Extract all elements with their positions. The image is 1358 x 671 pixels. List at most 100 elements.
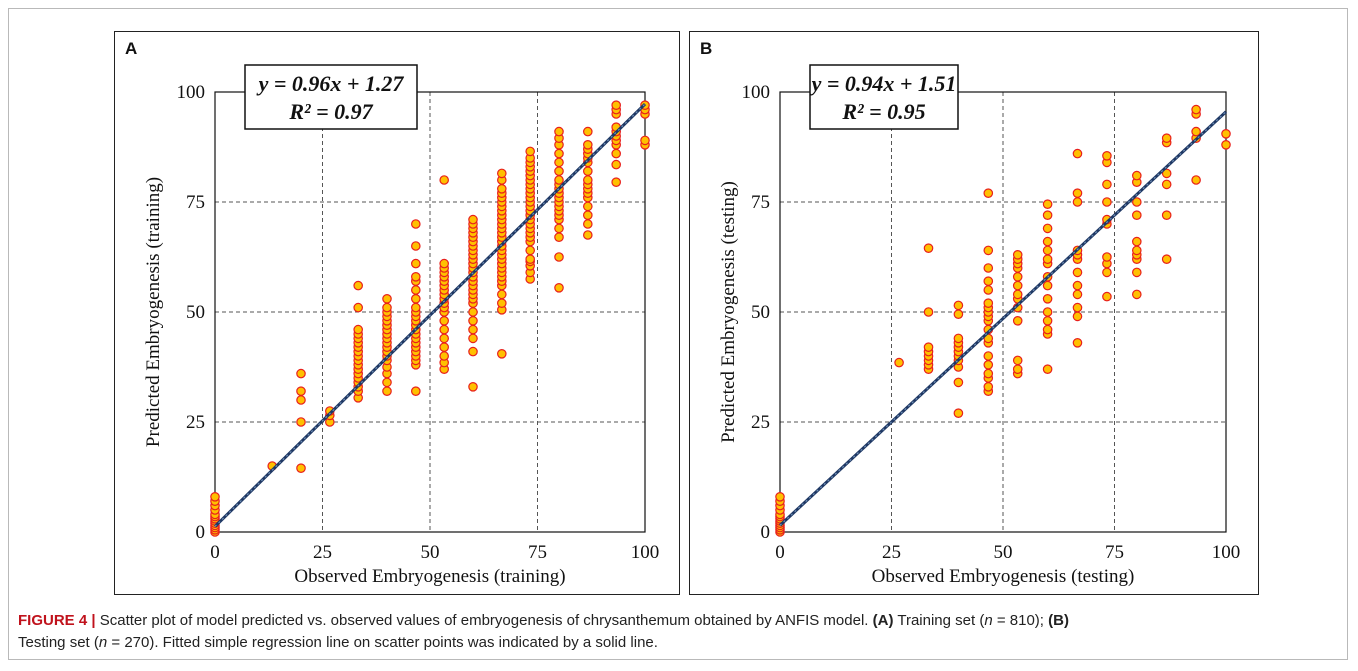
data-point [411,241,421,251]
data-point [411,386,421,396]
data-point [1012,289,1023,300]
regression-line-dots [214,103,646,527]
data-point [1161,133,1172,143]
data-point [353,302,363,313]
data-point [1042,254,1053,264]
data-point [1102,291,1112,302]
data-point [1102,252,1112,262]
data-point [923,307,934,317]
data-point [1161,210,1172,220]
data-point [1221,129,1231,139]
data-point [554,166,564,176]
data-point [1191,126,1201,137]
data-point [296,463,306,473]
equation-box [809,64,959,130]
data-point [583,210,593,220]
data-point [983,188,994,198]
data-point [1131,197,1142,207]
data-point [497,289,507,300]
data-point [296,417,306,427]
r-squared-label: R² = 0.97 [288,99,373,124]
data-point [554,283,564,293]
data-point [983,263,994,273]
data-point [1042,199,1053,209]
data-point [1072,188,1083,198]
data-point [1072,337,1083,348]
data-point [439,175,449,185]
data-point [411,272,421,282]
data-point [411,293,421,304]
data-point [554,232,564,242]
data-point [1042,245,1053,256]
data-point [439,324,449,335]
caption-ref-a: (A) [872,612,894,629]
data-point [1012,315,1023,326]
y-tick-label: 25 [186,412,205,433]
data-point [1131,245,1142,256]
y-tick-label: 100 [177,82,206,103]
data-point [411,285,421,295]
data-point [1131,236,1142,247]
data-point [583,126,593,137]
x-tick-label: 0 [210,542,220,563]
data-point [1161,179,1172,190]
caption-text-5: = 270). Fitted simple regression line on… [107,634,658,651]
data-point [439,258,449,269]
data-point [1042,307,1053,317]
data-point [1012,272,1023,282]
data-point [497,298,507,308]
data-point [1012,280,1023,291]
data-point [439,342,449,352]
caption-text-4: Testing set ( [18,634,99,651]
data-point [468,214,478,225]
caption-text-1: Scatter plot of model predicted vs. obse… [99,612,869,629]
y-tick-label: 75 [186,192,205,213]
data-point [468,333,478,344]
data-point [1131,267,1142,278]
data-point [1042,315,1053,326]
data-point [1042,364,1053,374]
data-point [640,135,650,146]
x-tick-label: 100 [1212,542,1241,563]
data-point [983,298,994,308]
caption-text-3: = 810); [992,612,1044,629]
x-tick-label: 100 [631,542,660,563]
y-tick-label: 100 [742,82,771,103]
data-point [1042,280,1053,291]
data-point [1072,148,1083,159]
data-point [611,177,621,187]
data-point [583,201,593,212]
y-tick-label: 75 [751,192,770,213]
data-point [411,302,421,313]
equation-box [244,64,418,130]
y-tick-label: 25 [751,412,770,433]
data-point [953,408,964,418]
data-point [210,491,220,502]
data-point [554,157,564,168]
data-point [923,342,934,352]
x-tick-label: 0 [775,542,785,563]
data-point [382,302,392,313]
caption-n-b: n [98,634,108,651]
data-point [583,219,593,229]
data-point [611,100,621,110]
x-tick-label: 25 [313,542,332,563]
data-point [1072,302,1083,313]
data-point [468,381,478,392]
data-point [1102,151,1112,161]
data-point [296,395,306,405]
panel-label-a: A [125,39,137,58]
data-point [583,230,593,240]
y-tick-label: 0 [196,522,206,543]
data-point [611,159,621,170]
data-point [1042,223,1053,234]
data-point [953,377,964,388]
data-point [439,333,449,344]
data-point [1042,293,1053,304]
x-axis-title: Observed Embryogenesis (training) [294,566,565,587]
data-point [497,348,507,359]
plot-area-frame [779,91,1227,533]
plot-area-frame [214,91,646,533]
x-tick-label: 50 [994,542,1013,563]
data-point [1131,210,1142,220]
